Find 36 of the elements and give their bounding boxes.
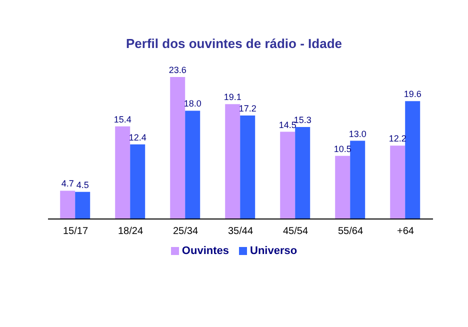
bar bbox=[295, 126, 310, 219]
x-tick-label: 55/64 bbox=[338, 226, 364, 238]
x-tick-label: +64 bbox=[397, 226, 414, 238]
chart-title: Perfil dos ouvintes de rádio - Idade bbox=[125, 35, 343, 51]
x-tick-label: 15/17 bbox=[62, 226, 88, 238]
bar bbox=[60, 190, 76, 219]
bar bbox=[335, 156, 350, 219]
bar bbox=[350, 140, 366, 219]
bar bbox=[115, 126, 130, 219]
legend-label: Ouvintes bbox=[180, 245, 229, 257]
x-tick-label: 35/44 bbox=[228, 226, 254, 238]
bar bbox=[390, 146, 406, 219]
bar bbox=[280, 132, 296, 219]
bar bbox=[405, 101, 420, 219]
data-label: 19.6 bbox=[404, 89, 422, 100]
data-label: 19.1 bbox=[224, 92, 242, 102]
data-label: 23.6 bbox=[168, 65, 186, 75]
bar bbox=[240, 116, 256, 219]
bar bbox=[185, 110, 200, 219]
data-label: 14.5 bbox=[278, 120, 296, 130]
data-label: 12.4 bbox=[128, 132, 146, 142]
legend-label: Universo bbox=[249, 245, 298, 257]
data-label: 13.0 bbox=[348, 128, 366, 139]
bar bbox=[170, 77, 186, 219]
data-label: 18.0 bbox=[184, 98, 202, 109]
x-tick-label: 25/34 bbox=[172, 226, 198, 238]
data-label: 15.4 bbox=[114, 114, 132, 124]
bar bbox=[225, 104, 240, 219]
bar bbox=[130, 144, 146, 219]
data-label: 4.5 bbox=[76, 180, 89, 190]
bar bbox=[75, 192, 90, 219]
data-label: 15.3 bbox=[294, 114, 312, 125]
data-label: 4.7 bbox=[61, 178, 74, 189]
x-tick-label: 45/54 bbox=[282, 226, 308, 238]
data-label: 17.2 bbox=[238, 104, 256, 114]
x-tick-label: 18/24 bbox=[118, 226, 144, 238]
